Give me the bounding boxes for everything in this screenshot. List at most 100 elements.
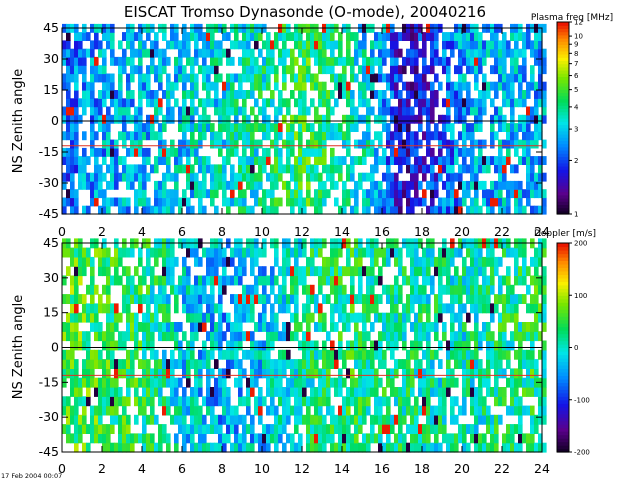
heatmap-cell xyxy=(354,442,359,453)
heatmap-cell xyxy=(170,377,175,388)
heatmap-cell xyxy=(174,331,179,342)
heatmap-cell xyxy=(302,414,307,425)
heatmap-cell xyxy=(98,387,103,397)
heatmap-cell xyxy=(394,56,399,66)
heatmap-cell xyxy=(310,294,315,304)
heatmap-cell xyxy=(498,322,503,332)
heatmap-cell xyxy=(78,396,83,407)
heatmap-cell xyxy=(266,48,271,58)
heatmap-cell xyxy=(126,205,131,215)
heatmap-cell xyxy=(186,172,191,182)
heatmap-cell xyxy=(246,331,251,342)
heatmap-cell xyxy=(206,114,211,124)
heatmap-cell xyxy=(222,414,227,425)
heatmap-cell xyxy=(334,303,339,314)
heatmap-cell xyxy=(114,303,119,314)
heatmap-cell xyxy=(362,266,367,277)
heatmap-cell xyxy=(458,322,463,332)
heatmap-cell xyxy=(102,442,107,453)
heatmap-cell xyxy=(350,106,355,116)
heatmap-cell xyxy=(362,359,367,369)
heatmap-cell xyxy=(278,156,283,165)
heatmap-cell xyxy=(534,312,539,323)
heatmap-cell xyxy=(270,172,275,182)
heatmap-cell xyxy=(530,387,535,397)
heatmap-cell xyxy=(194,48,199,58)
heatmap-cell xyxy=(314,303,319,314)
heatmap-cell xyxy=(126,387,131,397)
x-tick-label: 0 xyxy=(58,224,66,239)
heatmap-cell xyxy=(378,442,383,453)
heatmap-cell xyxy=(298,275,303,286)
heatmap-cell xyxy=(314,294,319,304)
heatmap-cell xyxy=(414,433,419,444)
heatmap-cell xyxy=(518,340,523,351)
heatmap-cell xyxy=(74,164,79,174)
heatmap-cell xyxy=(374,396,379,407)
heatmap-cell xyxy=(78,247,83,258)
heatmap-cell xyxy=(318,56,323,66)
heatmap-cell xyxy=(410,442,415,453)
heatmap-cell xyxy=(138,433,143,444)
heatmap-cell xyxy=(402,123,407,132)
heatmap-cell xyxy=(506,81,511,91)
heatmap-cell xyxy=(530,275,535,286)
heatmap-cell xyxy=(350,205,355,215)
heatmap-cell xyxy=(186,247,191,258)
colorbar-swatch xyxy=(557,34,569,39)
heatmap-cell xyxy=(122,247,127,258)
heatmap-cell xyxy=(234,32,239,41)
heatmap-cell xyxy=(342,349,347,360)
heatmap-cell xyxy=(298,156,303,165)
heatmap-cell xyxy=(270,180,275,190)
heatmap-cell xyxy=(398,90,403,99)
heatmap-cell xyxy=(330,275,335,286)
heatmap-cell xyxy=(354,40,359,50)
heatmap-cell xyxy=(194,56,199,66)
heatmap-cell xyxy=(466,284,471,295)
heatmap-cell xyxy=(230,424,235,434)
heatmap-cell xyxy=(390,368,395,379)
colorbar-swatch xyxy=(557,127,569,132)
heatmap-cell xyxy=(462,123,467,132)
heatmap-cell xyxy=(398,197,403,207)
heatmap-cell xyxy=(426,442,431,453)
heatmap-cell xyxy=(382,147,387,157)
heatmap-cell xyxy=(322,180,327,190)
heatmap-cell xyxy=(346,387,351,397)
heatmap-cell xyxy=(502,340,507,351)
heatmap-cell xyxy=(186,359,191,369)
heatmap-cell xyxy=(282,266,287,277)
heatmap-cell xyxy=(422,284,427,295)
colorbar-tick-label: 9 xyxy=(574,41,578,49)
heatmap-cell xyxy=(86,349,91,360)
heatmap-cell xyxy=(146,205,151,215)
heatmap-cell xyxy=(322,81,327,91)
heatmap-cell xyxy=(138,294,143,304)
colorbar-frame xyxy=(556,21,570,215)
heatmap-cell xyxy=(354,414,359,425)
heatmap-cell xyxy=(250,247,255,258)
heatmap-cell xyxy=(442,284,447,295)
heatmap-cell xyxy=(190,312,195,323)
heatmap-cell xyxy=(66,172,71,182)
heatmap-cell xyxy=(510,32,515,41)
heatmap-cell xyxy=(250,81,255,91)
heatmap-cell xyxy=(114,275,119,286)
heatmap-cell xyxy=(434,442,439,453)
heatmap-cell xyxy=(258,106,263,116)
heatmap-cell xyxy=(90,81,95,91)
heatmap-cell xyxy=(106,247,111,258)
heatmap-cell xyxy=(198,48,203,58)
heatmap-cell xyxy=(390,331,395,342)
heatmap-cell xyxy=(298,40,303,50)
heatmap-cell xyxy=(214,424,219,434)
heatmap-cell xyxy=(414,359,419,369)
heatmap-cell xyxy=(278,266,283,277)
heatmap-cell xyxy=(98,405,103,416)
heatmap-cell xyxy=(90,284,95,295)
heatmap-cell xyxy=(434,172,439,182)
heatmap-cell xyxy=(106,442,111,453)
heatmap-cell xyxy=(326,123,331,132)
heatmap-cell xyxy=(282,247,287,258)
